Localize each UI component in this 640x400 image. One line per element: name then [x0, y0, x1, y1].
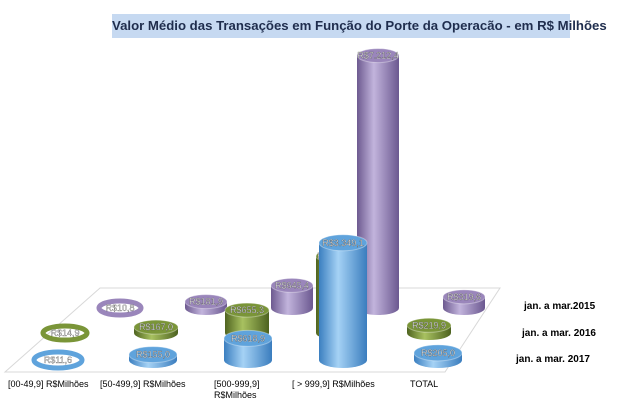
chart-title: Valor Médio das Transações em Função do … [112, 14, 607, 38]
bar-top [224, 302, 270, 318]
data-label: R$14,9 [50, 328, 79, 338]
data-label: R$219,9 [412, 320, 446, 330]
bar-top [184, 294, 228, 310]
x-tick-label: [00-49,9] R$Milhões [8, 379, 89, 389]
bar-jan-a-mar-2015-5: R$319,6 [442, 289, 486, 315]
data-label: R$3.349,1 [322, 238, 364, 248]
data-label: R$155,0 [136, 350, 170, 360]
bar-jan-a-mar-2016-1: R$14,9 [40, 323, 90, 343]
legend: jan. a mar.2015 jan. a mar. 2016 jan. a ma… [515, 301, 596, 365]
bar-jan-a-mar-2016-2: R$167,0 [133, 319, 179, 340]
data-label: R$181,9 [189, 297, 223, 307]
bar-jan-a-mar-2017-4: R$3.349,1 [318, 234, 368, 368]
bar-ring [96, 298, 144, 318]
bar-jan-a-mar-2015-1: R$10,8 [96, 298, 144, 318]
x-tick-label: [ > 999,9] R$Milhões [292, 379, 375, 389]
bar-body [357, 55, 399, 315]
bar-top [270, 277, 314, 293]
bar-top [223, 329, 273, 347]
bar-ring [40, 323, 90, 343]
data-label: R$645,4 [275, 280, 309, 290]
x-tick-label: [500-999,9] R$Milhões [214, 379, 260, 400]
x-tick-label: TOTAL [410, 379, 438, 389]
data-label: R$655,3 [230, 305, 264, 315]
bar-top [442, 289, 486, 305]
x-tick-labels: [00-49,9] R$Milhões [50-499,9] R$Milhões [… [8, 379, 438, 400]
legend-jan-a-mar-2015: jan. a mar.2015 [523, 301, 596, 312]
bar-top [406, 317, 452, 333]
data-label: R$11,6 [44, 355, 72, 365]
bar-top [356, 48, 400, 64]
bar-jan-a-mar-2015-2: R$181,9 [184, 294, 228, 315]
data-label: R$7.212,4 [357, 51, 399, 61]
data-label: R$205,0 [421, 348, 455, 358]
x-tick-label: [50-499,9] R$Milhões [100, 379, 186, 389]
bar-top [318, 234, 368, 252]
legend-jan-a-mar-2016: jan. a mar. 2016 [521, 328, 596, 339]
data-label: R$10,8 [105, 303, 134, 313]
bar-jan-a-mar-2017-2: R$155,0 [128, 346, 178, 368]
bar-body [271, 285, 313, 315]
bar-jan-a-mar-2017-5: R$205,0 [413, 344, 463, 368]
bar-body [224, 338, 272, 368]
bar-top [128, 346, 178, 364]
bar-ring [31, 349, 85, 371]
legend-jan-a-mar-2017: jan. a mar. 2017 [515, 354, 590, 365]
bars-layer: R$10,8 R$181,9 R$645,4 R$7.212,4 R$319,6 R$14… [31, 48, 486, 371]
data-label: R$319,6 [447, 292, 481, 302]
bar-jan-a-mar-2016-5: R$219,9 [406, 317, 452, 340]
bar-top [413, 344, 463, 362]
bar-jan-a-mar-2015-3: R$645,4 [270, 277, 314, 315]
bar-jan-a-mar-2017-3: R$618,9 [223, 329, 273, 368]
bar-body [319, 242, 367, 368]
bar-top [133, 319, 179, 335]
bar-jan-a-mar-2015-4: R$7.212,4 [356, 48, 400, 315]
bar-jan-a-mar-2017-1: R$11,6 [31, 349, 85, 371]
data-label: R$618,9 [231, 333, 265, 343]
data-label: R$167,0 [139, 322, 173, 332]
